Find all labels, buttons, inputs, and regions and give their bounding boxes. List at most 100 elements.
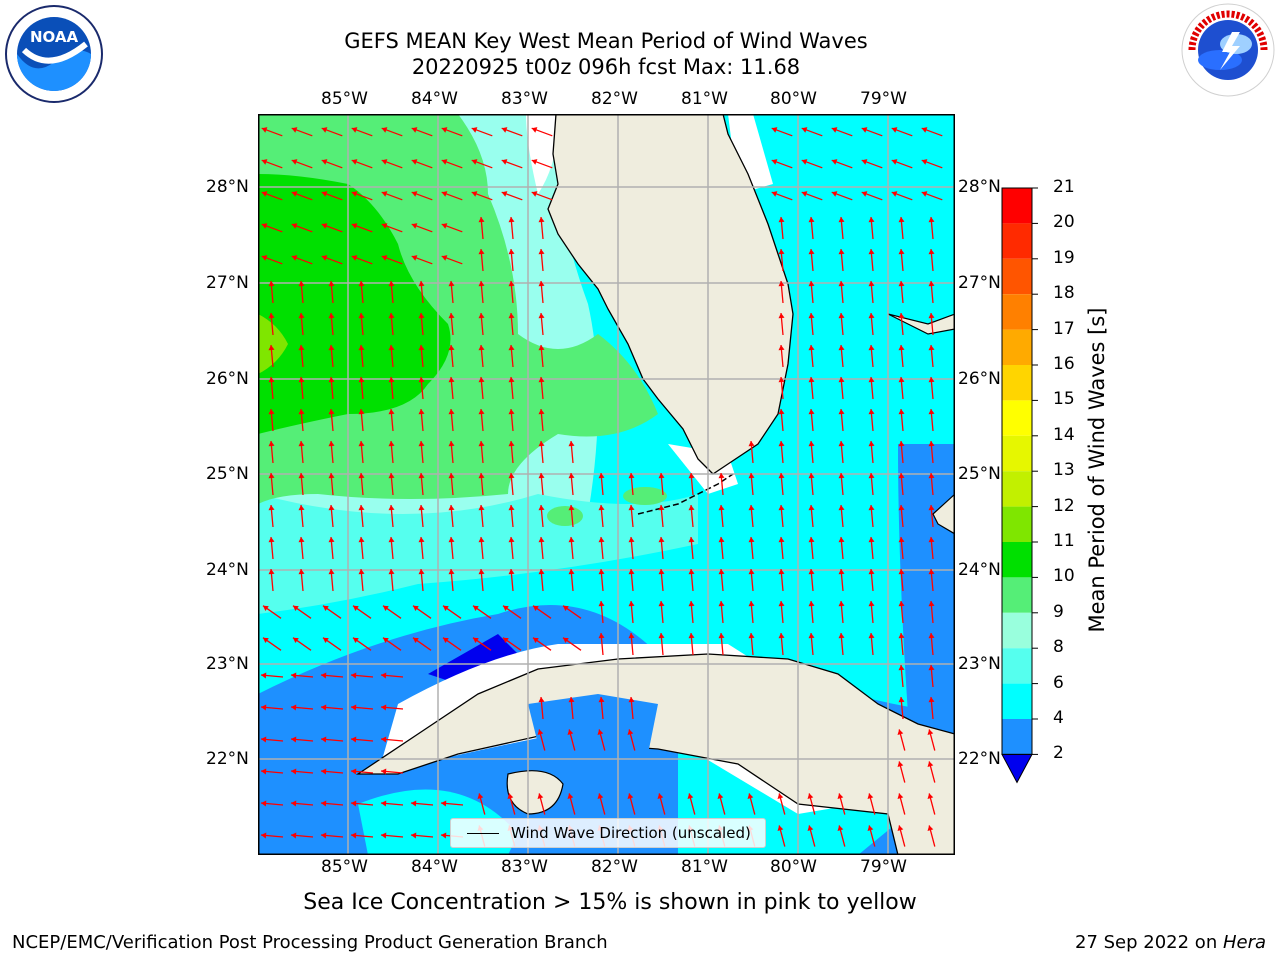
wave-direction-arrowhead: [898, 217, 905, 223]
wave-direction-arrowhead: [508, 345, 515, 351]
wave-direction-arrowhead: [628, 537, 635, 543]
wave-direction-arrowhead: [298, 537, 305, 543]
wave-direction-arrowhead: [868, 601, 875, 607]
wave-direction-arrowhead: [321, 191, 328, 197]
wave-direction-arrowhead: [508, 537, 515, 543]
wave-direction-arrowhead: [808, 473, 815, 479]
wave-direction-arrowhead: [868, 345, 875, 351]
lat-label-left: 23°N: [206, 654, 249, 674]
wave-direction-arrowhead: [597, 729, 604, 735]
colorbar-tick-label: 14: [1053, 424, 1075, 445]
wave-direction-arrowhead: [538, 409, 545, 415]
wave-direction-arrowhead: [478, 217, 485, 223]
wave-direction-arrowhead: [808, 313, 815, 319]
wave-direction-arrowhead: [898, 505, 905, 511]
wave-direction-arrowhead: [838, 313, 845, 319]
wave-direction-arrowhead: [358, 281, 365, 287]
wave-direction-arrowhead: [537, 729, 544, 735]
legend-line-icon: [467, 832, 499, 834]
colorbar-swatch: [1002, 719, 1032, 755]
wave-direction-arrowhead: [567, 793, 574, 799]
colorbar-tick-label: 4: [1053, 708, 1064, 728]
wave-direction-arrowhead: [868, 441, 875, 447]
wave-direction-arrowhead: [658, 569, 665, 575]
wave-direction-arrowhead: [388, 313, 395, 319]
wave-direction-arrowhead: [778, 505, 785, 511]
wave-direction-arrowhead: [508, 281, 515, 287]
wave-direction-arrowhead: [321, 672, 327, 679]
nws-logo: [1180, 2, 1276, 98]
wave-direction-arrowhead: [688, 537, 695, 543]
wave-direction-arrowhead: [598, 601, 605, 607]
wave-direction-arrowhead: [268, 505, 275, 511]
wave-direction-arrowhead: [418, 313, 425, 319]
wave-direction-arrowhead: [658, 473, 665, 479]
wave-direction-arrowhead: [718, 505, 725, 511]
wave-direction-arrowhead: [771, 191, 778, 197]
wave-direction-arrowhead: [478, 377, 485, 383]
wave-direction-arrowhead: [478, 249, 485, 255]
wave-direction-arrowhead: [381, 672, 387, 679]
colorbar-swatch: [1002, 648, 1032, 684]
wave-direction-arrowhead: [383, 605, 389, 611]
wave-direction-arrowhead: [388, 473, 395, 479]
wave-direction-arrowhead: [323, 605, 329, 611]
wave-direction-arrowhead: [568, 537, 575, 543]
wave-direction-arrowhead: [868, 217, 875, 223]
wave-direction-arrowhead: [291, 736, 297, 743]
wave-direction-arrowhead: [538, 569, 545, 575]
wave-direction-arrowhead: [413, 637, 419, 643]
lat-label-left: 22°N: [206, 749, 249, 769]
wave-direction-arrowhead: [538, 217, 545, 223]
wave-direction-arrowhead: [898, 409, 905, 415]
wave-direction-arrowhead: [413, 605, 419, 611]
wave-direction-arrowhead: [473, 605, 479, 611]
wave-direction-arrowhead: [508, 569, 515, 575]
lon-label-top: 82°W: [591, 89, 638, 109]
wave-direction-arrowhead: [381, 768, 387, 775]
colorbar-swatch: [1002, 329, 1032, 365]
colorbar-tick-label: 20: [1053, 212, 1075, 233]
colorbar-swatch: [1002, 542, 1032, 578]
wind-wave-arrows: [260, 127, 943, 847]
wave-direction-arrowhead: [898, 345, 905, 351]
colorbar-tick-label: 15: [1053, 389, 1075, 410]
wave-direction-arrowhead: [508, 441, 515, 447]
wave-direction-arrowhead: [808, 377, 815, 383]
wave-direction-arrowhead: [418, 281, 425, 287]
wave-direction-arrowhead: [748, 537, 755, 543]
wave-direction-arrowhead: [508, 313, 515, 319]
wave-direction-arrowhead: [448, 505, 455, 511]
wave-direction-arrowhead: [898, 537, 905, 543]
wave-direction-arrowhead: [778, 537, 785, 543]
wave-direction-arrowhead: [718, 537, 725, 543]
wave-direction-arrowhead: [533, 637, 539, 643]
wave-direction-arrowhead: [291, 127, 298, 133]
wave-direction-arrowhead: [687, 793, 694, 799]
wave-direction-arrowhead: [898, 601, 905, 607]
wave-direction-arrowhead: [471, 191, 478, 197]
wave-direction-arrowhead: [448, 441, 455, 447]
wave-direction-arrowhead: [838, 377, 845, 383]
wave-direction-arrowhead: [351, 191, 358, 197]
wave-direction-arrowhead: [838, 633, 845, 639]
wave-direction-arrowhead: [808, 633, 815, 639]
wave-direction-arrowhead: [928, 377, 935, 383]
lon-label-top: 79°W: [860, 89, 907, 109]
colorbar-swatch: [1002, 400, 1032, 436]
colorbar-tick-label: 17: [1053, 318, 1075, 339]
wave-direction-arrowhead: [778, 569, 785, 575]
wave-direction-arrowhead: [598, 473, 605, 479]
wave-direction-arrowhead: [567, 729, 574, 735]
wave-direction-arrowhead: [838, 281, 845, 287]
wave-direction-arrowhead: [568, 473, 575, 479]
wave-direction-arrowhead: [868, 569, 875, 575]
wave-direction-arrowhead: [628, 633, 635, 639]
wave-direction-arrowhead: [868, 409, 875, 415]
wave-direction-arrowhead: [928, 665, 935, 671]
wave-direction-arrowhead: [261, 159, 268, 165]
wave-direction-arrowhead: [868, 633, 875, 639]
wave-direction-arrowhead: [388, 441, 395, 447]
wave-direction-arrowhead: [503, 637, 509, 643]
wave-direction-arrowhead: [298, 377, 305, 383]
